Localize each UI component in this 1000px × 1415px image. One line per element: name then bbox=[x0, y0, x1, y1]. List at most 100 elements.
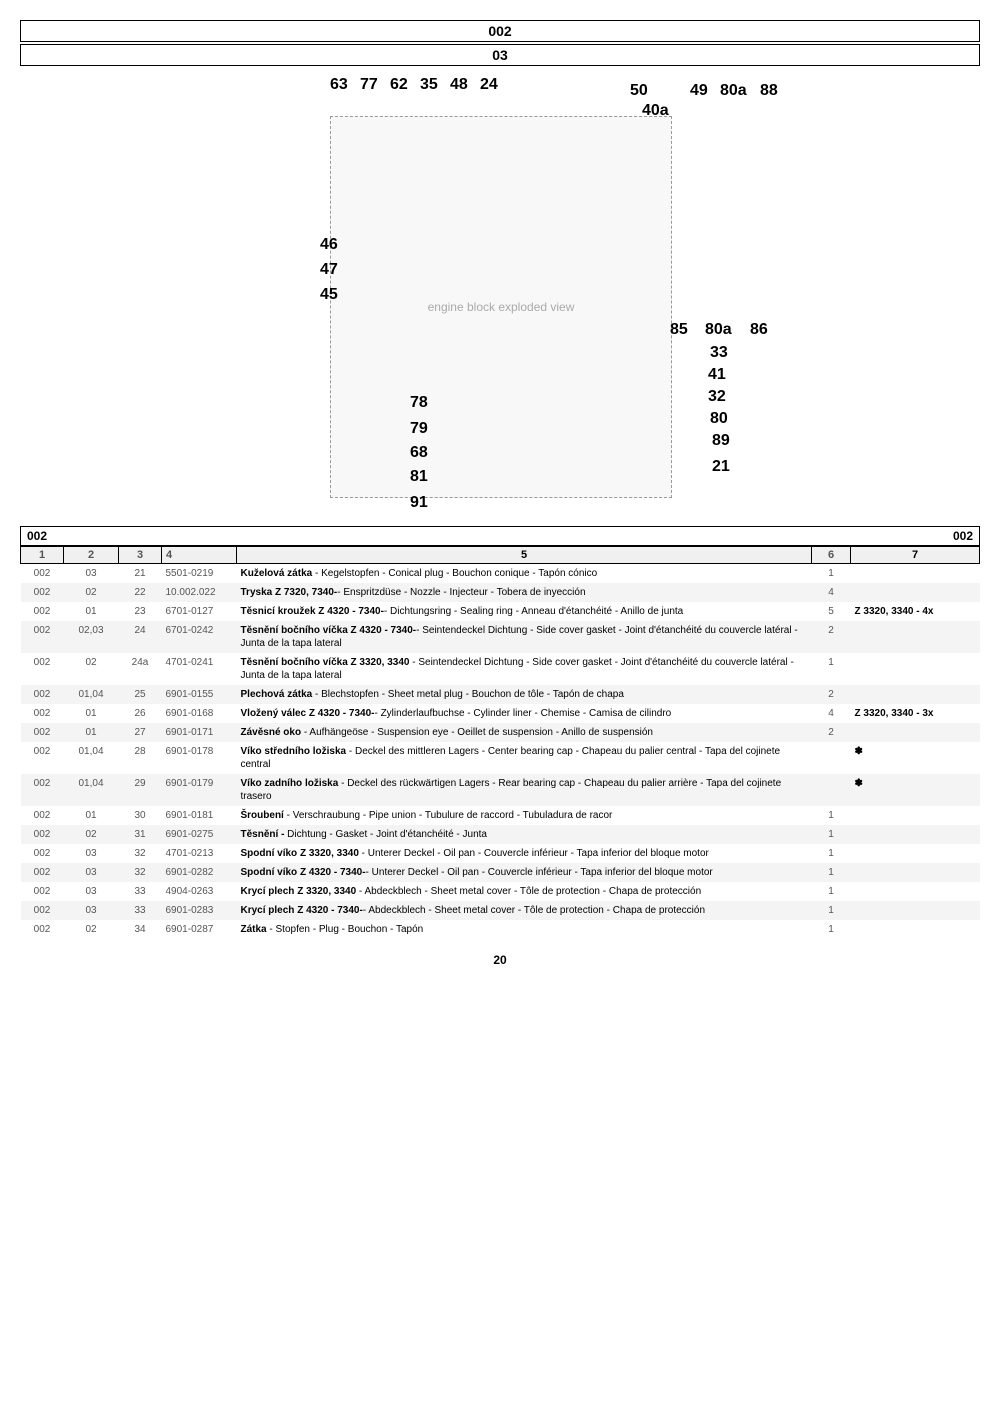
cell: 002 bbox=[21, 882, 64, 901]
cell: 002 bbox=[21, 704, 64, 723]
cell: 2 bbox=[812, 723, 851, 742]
cell: 10.002.022 bbox=[162, 583, 237, 602]
cell bbox=[851, 920, 980, 939]
cell: 002 bbox=[21, 774, 64, 806]
page-header-2: 03 bbox=[20, 44, 980, 66]
cell: Zátka - Stopfen - Plug - Bouchon - Tapón bbox=[237, 920, 812, 939]
table-row: 00203334904-0263Krycí plech Z 3320, 3340… bbox=[21, 882, 980, 901]
cell: 6701-0242 bbox=[162, 621, 237, 653]
diagram-callout: 68 bbox=[410, 444, 428, 462]
cell: Z 3320, 3340 - 4x bbox=[851, 602, 980, 621]
cell: 6901-0275 bbox=[162, 825, 237, 844]
diagram-callout: 85 bbox=[670, 321, 688, 339]
cell: 4701-0213 bbox=[162, 844, 237, 863]
cell: 21 bbox=[119, 564, 162, 584]
diagram-callout: 47 bbox=[320, 261, 338, 279]
cell: 1 bbox=[812, 825, 851, 844]
cell: 6901-0283 bbox=[162, 901, 237, 920]
col-header: 4 bbox=[162, 547, 237, 564]
diagram-callout: 79 bbox=[410, 420, 428, 438]
page-number: 20 bbox=[20, 953, 980, 967]
cell: Z 3320, 3340 - 3x bbox=[851, 704, 980, 723]
cell: 1 bbox=[812, 863, 851, 882]
cell: ✽ bbox=[851, 774, 980, 806]
cell: 33 bbox=[119, 882, 162, 901]
cell: Krycí plech Z 4320 - 7340-- Abdeckblech … bbox=[237, 901, 812, 920]
cell bbox=[851, 653, 980, 685]
cell bbox=[851, 901, 980, 920]
diagram-callout: 77 bbox=[360, 76, 378, 94]
cell: 24 bbox=[119, 621, 162, 653]
cell: 002 bbox=[21, 564, 64, 584]
diagram-callout: 80a bbox=[720, 82, 747, 100]
cell: Víko zadního ložiska - Deckel des rückwä… bbox=[237, 774, 812, 806]
table-row: 00201,04296901-0179Víko zadního ložiska … bbox=[21, 774, 980, 806]
table-row: 002022210.002.022Tryska Z 7320, 7340-- E… bbox=[21, 583, 980, 602]
cell: Spodní víko Z 4320 - 7340-- Unterer Deck… bbox=[237, 863, 812, 882]
cell: 4 bbox=[812, 704, 851, 723]
cell: 02 bbox=[64, 583, 119, 602]
cell bbox=[851, 564, 980, 584]
col-header: 5 bbox=[237, 547, 812, 564]
cell: 26 bbox=[119, 704, 162, 723]
cell: 4 bbox=[812, 583, 851, 602]
cell: 03 bbox=[64, 882, 119, 901]
cell: 1 bbox=[812, 564, 851, 584]
table-row: 00203326901-0282Spodní víko Z 4320 - 734… bbox=[21, 863, 980, 882]
cell: 6901-0282 bbox=[162, 863, 237, 882]
cell: 002 bbox=[21, 742, 64, 774]
cell: 002 bbox=[21, 602, 64, 621]
cell: Těsnění bočního víčka Z 3320, 3340 - Sei… bbox=[237, 653, 812, 685]
cell bbox=[851, 882, 980, 901]
table-row: 00201266901-0168Vložený válec Z 4320 - 7… bbox=[21, 704, 980, 723]
cell: 002 bbox=[21, 806, 64, 825]
cell: 03 bbox=[64, 863, 119, 882]
group-right: 002 bbox=[953, 529, 973, 543]
cell: 4904-0263 bbox=[162, 882, 237, 901]
table-row: 00201236701-0127Těsnicí kroužek Z 4320 -… bbox=[21, 602, 980, 621]
diagram-callout: 91 bbox=[410, 494, 428, 512]
col-header: 7 bbox=[851, 547, 980, 564]
cell bbox=[851, 583, 980, 602]
diagram-callout: 63 bbox=[330, 76, 348, 94]
table-row: 00201,04256901-0155Plechová zátka - Blec… bbox=[21, 685, 980, 704]
table-row: 0020224a4701-0241Těsnění bočního víčka Z… bbox=[21, 653, 980, 685]
diagram-callout: 41 bbox=[708, 366, 726, 384]
cell: 1 bbox=[812, 882, 851, 901]
table-row: 00203215501-0219Kuželová zátka - Kegelst… bbox=[21, 564, 980, 584]
col-header: 2 bbox=[64, 547, 119, 564]
cell: 01 bbox=[64, 806, 119, 825]
cell: 002 bbox=[21, 825, 64, 844]
cell bbox=[851, 621, 980, 653]
table-row: 00202,03246701-0242Těsnění bočního víčka… bbox=[21, 621, 980, 653]
cell: Kuželová zátka - Kegelstopfen - Conical … bbox=[237, 564, 812, 584]
table-row: 00202346901-0287Zátka - Stopfen - Plug -… bbox=[21, 920, 980, 939]
cell: 25 bbox=[119, 685, 162, 704]
cell: 02 bbox=[64, 920, 119, 939]
cell: 01,04 bbox=[64, 742, 119, 774]
diagram-callout: 35 bbox=[420, 76, 438, 94]
cell bbox=[851, 844, 980, 863]
cell: 002 bbox=[21, 920, 64, 939]
cell: 29 bbox=[119, 774, 162, 806]
cell: 1 bbox=[812, 653, 851, 685]
cell: 23 bbox=[119, 602, 162, 621]
diagram-image: engine block exploded view bbox=[330, 116, 672, 498]
cell: 02 bbox=[64, 825, 119, 844]
col-header: 6 bbox=[812, 547, 851, 564]
diagram-callout: 80 bbox=[710, 410, 728, 428]
cell: 6701-0127 bbox=[162, 602, 237, 621]
diagram-callout: 86 bbox=[750, 321, 768, 339]
cell: 01 bbox=[64, 723, 119, 742]
cell: 5501-0219 bbox=[162, 564, 237, 584]
diagram-callout: 80a bbox=[705, 321, 732, 339]
cell: 6901-0287 bbox=[162, 920, 237, 939]
cell: Závěsné oko - Aufhängeöse - Suspension e… bbox=[237, 723, 812, 742]
cell: 34 bbox=[119, 920, 162, 939]
diagram-callout: 45 bbox=[320, 286, 338, 304]
diagram: engine block exploded view 6377623548245… bbox=[150, 76, 850, 516]
cell: 28 bbox=[119, 742, 162, 774]
diagram-callout: 33 bbox=[710, 344, 728, 362]
cell: 32 bbox=[119, 844, 162, 863]
cell bbox=[812, 742, 851, 774]
